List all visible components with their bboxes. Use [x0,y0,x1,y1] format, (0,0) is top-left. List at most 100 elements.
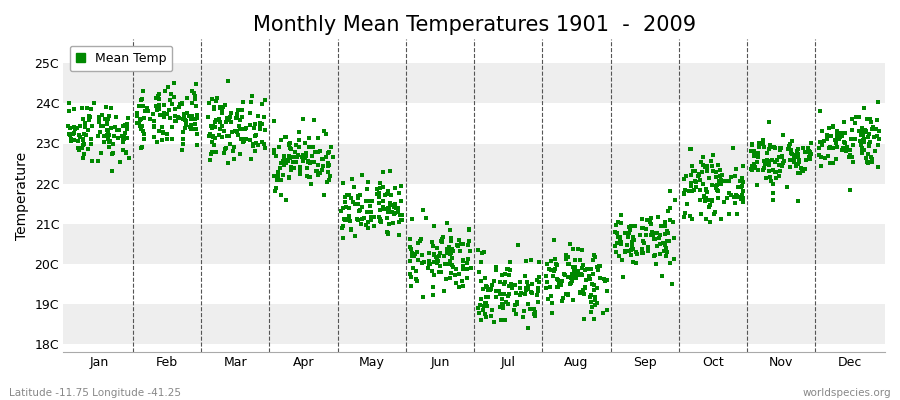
Point [677,190,691,196]
Point [256,140,271,147]
Point [341,216,356,223]
Point [172,115,186,122]
Point [204,122,219,129]
Point [500,301,515,308]
Point [202,131,217,138]
Point [838,130,852,136]
Point [871,136,886,143]
Point [708,209,723,215]
Point [524,289,538,295]
Point [208,124,222,130]
Point [698,197,713,204]
Point [472,269,486,275]
Point [501,292,516,299]
Bar [63,264,885,304]
Point [761,119,776,125]
Point [230,115,244,121]
Point [110,127,124,133]
Point [832,134,847,140]
Point [783,141,797,147]
Point [700,189,715,195]
Point [784,149,798,156]
Point [822,124,836,131]
Point [583,294,598,300]
Point [830,131,844,137]
Point [405,250,419,257]
Point [94,123,109,129]
Point [661,230,675,236]
Point [430,258,445,264]
Point [769,175,783,182]
Point [814,163,828,169]
Point [461,256,475,262]
Point [167,80,182,86]
Point [313,148,328,155]
Point [108,124,122,130]
Point [502,272,517,278]
Point [116,138,130,145]
Point [826,124,841,130]
Bar [63,224,885,264]
Point [526,306,541,313]
Point [233,151,248,158]
Point [530,285,544,292]
Point [75,144,89,151]
Point [121,126,135,132]
Point [662,188,677,194]
Point [278,134,293,140]
Point [587,252,601,258]
Point [183,123,197,130]
Point [93,128,107,135]
Point [215,133,230,140]
Point [426,243,440,249]
Point [115,133,130,139]
Point [302,174,317,180]
Point [659,253,673,259]
Point [734,175,749,182]
Point [597,276,611,282]
Point [848,136,862,142]
Point [489,288,503,294]
Point [647,253,662,259]
Point [295,116,310,122]
Point [834,147,849,153]
Point [846,159,860,166]
Point [342,192,356,198]
Point [867,134,881,140]
Point [116,146,130,153]
Point [207,106,221,112]
Point [187,96,202,102]
Point [682,187,697,194]
Point [521,286,535,292]
Point [582,276,597,282]
Point [392,218,407,225]
Point [232,106,247,113]
Point [471,305,485,311]
Point [483,286,498,292]
Point [857,147,871,154]
Point [699,168,714,174]
Point [389,205,403,212]
Point [426,292,440,298]
Point [539,284,554,291]
Point [284,167,298,173]
Point [802,149,816,155]
Point [443,226,457,233]
Point [705,197,719,204]
Point [798,166,813,172]
Point [626,234,640,240]
Point [363,203,377,210]
Point [705,163,719,170]
Point [729,166,743,172]
Point [794,165,808,171]
Point [266,147,281,153]
Point [422,250,436,256]
Point [208,119,222,126]
Point [344,226,358,233]
Point [61,123,76,129]
Point [104,105,118,111]
Point [342,205,356,212]
Point [76,142,90,148]
Point [409,268,423,274]
Point [706,168,720,174]
